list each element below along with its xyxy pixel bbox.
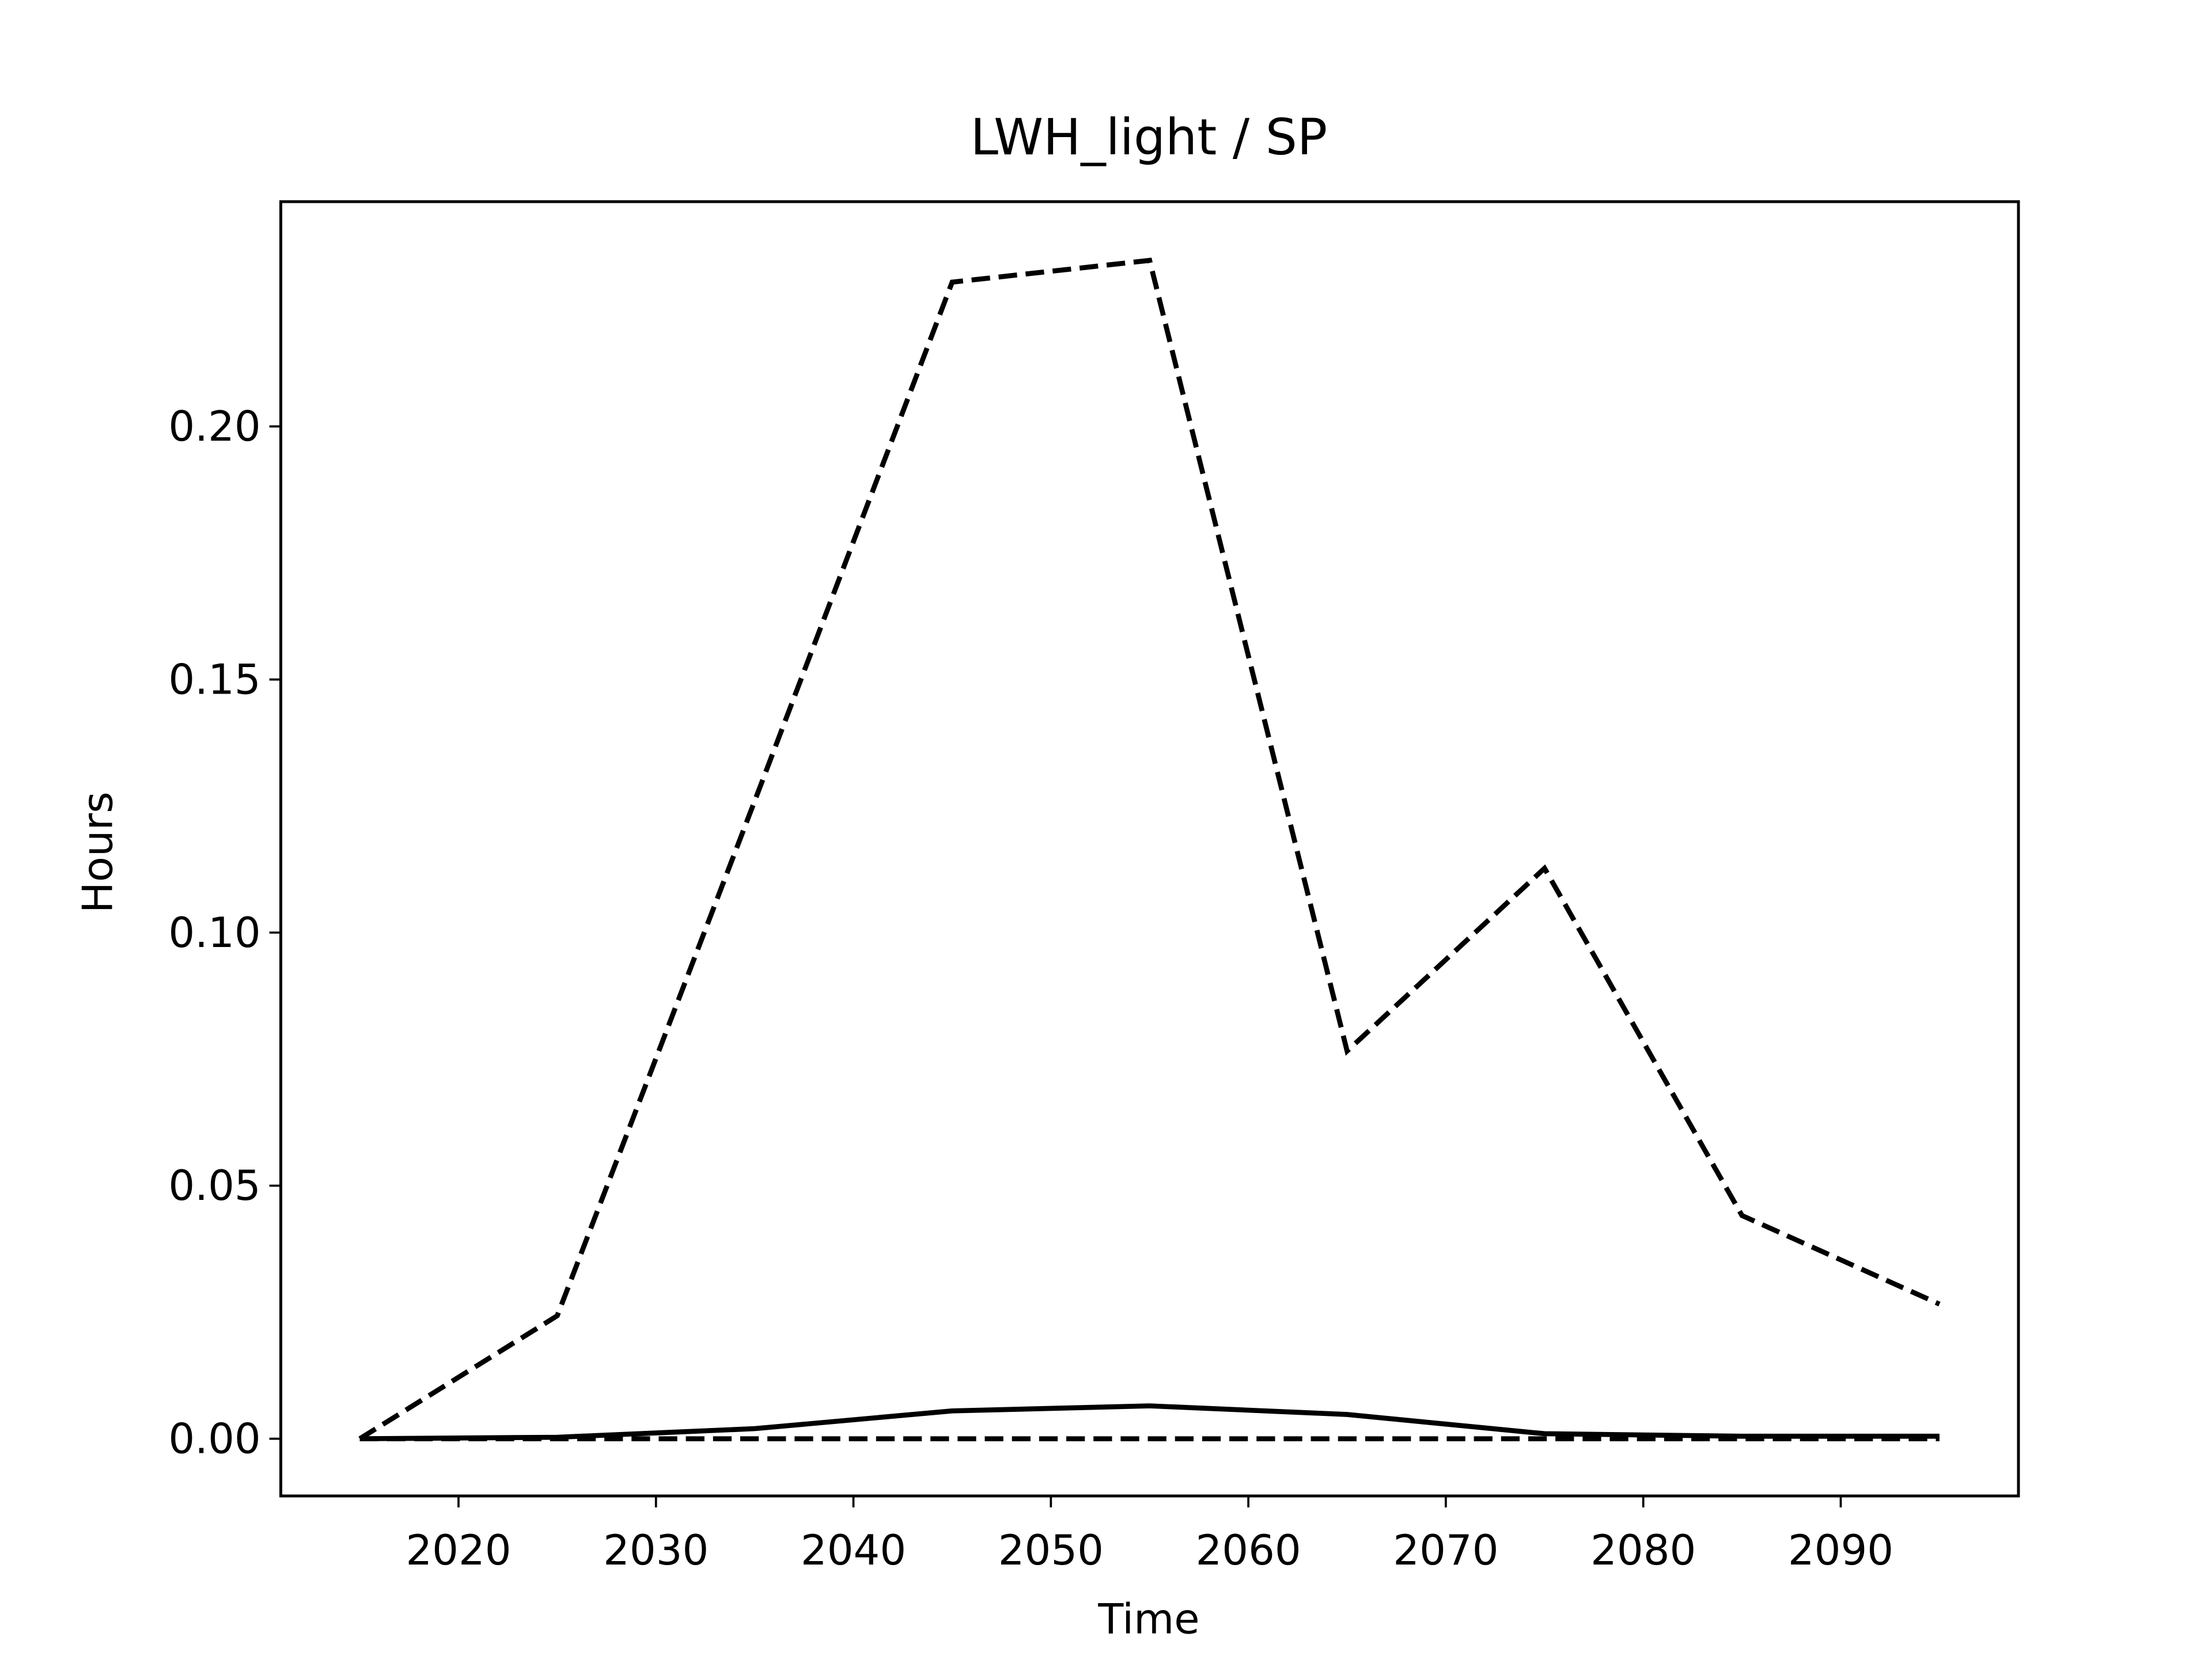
plot-frame xyxy=(279,200,2020,1498)
chart-title: LWH_light / SP xyxy=(971,108,1328,166)
x-tick-label: 2020 xyxy=(406,1526,511,1574)
x-axis-label: Time xyxy=(1097,1594,1199,1643)
x-tick-label: 2040 xyxy=(801,1526,906,1574)
x-tick-label: 2090 xyxy=(1788,1526,1893,1574)
y-tick-label: 0.00 xyxy=(168,1414,260,1463)
y-tick-label: 0.15 xyxy=(168,655,260,703)
x-tick-label: 2060 xyxy=(1196,1526,1301,1574)
x-tick-label: 2050 xyxy=(998,1526,1104,1574)
y-tick-label: 0.20 xyxy=(168,402,260,450)
x-tick-label: 2080 xyxy=(1590,1526,1696,1574)
y-axis-label: Hours xyxy=(73,791,122,913)
line-series xyxy=(359,1403,1940,1442)
line-series xyxy=(358,257,1941,1441)
x-tick-label: 2030 xyxy=(603,1526,709,1574)
y-tick-label: 0.05 xyxy=(168,1161,260,1210)
x-tick-label: 2070 xyxy=(1393,1526,1498,1574)
y-tick-label: 0.10 xyxy=(168,908,260,957)
